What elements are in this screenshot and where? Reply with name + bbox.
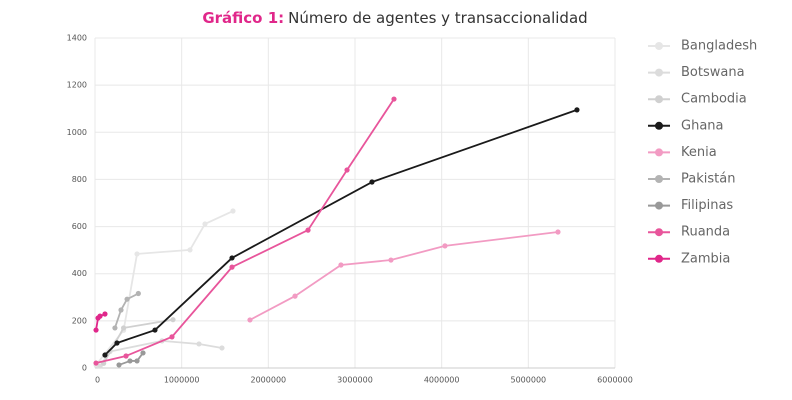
data-point xyxy=(169,334,175,340)
data-point xyxy=(555,229,561,235)
legend-label: Kenia xyxy=(681,145,717,160)
x-tick-label: 5000000 xyxy=(511,376,547,385)
y-tick-label: 400 xyxy=(72,269,87,278)
legend-marker xyxy=(655,68,663,77)
data-point xyxy=(93,327,99,333)
data-point xyxy=(442,243,448,249)
legend-marker xyxy=(655,228,663,237)
y-tick-label: 1200 xyxy=(67,81,87,90)
series-line xyxy=(118,352,144,366)
data-point xyxy=(114,340,120,346)
series-line xyxy=(249,231,559,321)
data-point xyxy=(391,96,397,102)
data-point xyxy=(196,341,202,347)
x-tick-label: 4000000 xyxy=(424,376,460,385)
legend-label: Filipinas xyxy=(681,198,733,213)
data-point xyxy=(219,345,225,351)
x-tick-label: 3000000 xyxy=(337,376,373,385)
x-tick-label: 1000000 xyxy=(164,376,200,385)
data-point xyxy=(574,107,580,113)
y-tick-label: 800 xyxy=(72,175,87,184)
y-tick-label: 600 xyxy=(72,222,87,231)
data-point xyxy=(124,296,130,302)
data-point xyxy=(97,363,103,369)
series-line xyxy=(95,98,395,364)
y-tick-label: 1400 xyxy=(67,34,87,43)
legend-marker xyxy=(655,148,663,157)
legend-marker xyxy=(655,121,663,130)
data-point xyxy=(134,251,140,257)
data-point xyxy=(229,255,235,261)
series-line xyxy=(104,109,578,356)
chart-title: Gráfico 1: Número de agentes y transaccio… xyxy=(202,9,587,27)
data-point xyxy=(338,262,344,268)
x-tick-label: 0 xyxy=(95,376,100,385)
y-tick-label: 0 xyxy=(82,364,87,373)
legend-marker xyxy=(655,95,663,104)
data-point xyxy=(123,353,129,359)
legend-label: Bangladesh xyxy=(681,39,757,54)
data-point xyxy=(102,311,108,317)
data-point xyxy=(116,362,122,368)
data-point xyxy=(230,208,236,214)
data-point xyxy=(93,360,99,366)
data-point xyxy=(305,227,311,233)
data-point xyxy=(135,290,141,297)
legend-marker xyxy=(655,42,663,50)
legend-marker xyxy=(655,175,663,183)
data-point xyxy=(187,247,193,253)
title-label: Gráfico 1: xyxy=(202,9,284,27)
legend-label: Botswana xyxy=(681,65,745,80)
data-point xyxy=(369,179,375,185)
legend-label: Ruanda xyxy=(681,225,730,240)
title-text: Número de agentes y transaccionalidad xyxy=(288,9,588,27)
x-tick-label: 2000000 xyxy=(251,376,287,385)
data-point xyxy=(127,358,133,364)
data-point xyxy=(121,325,127,331)
data-point xyxy=(134,358,140,364)
data-point xyxy=(229,264,235,270)
data-point xyxy=(202,221,208,227)
legend-label: Zambia xyxy=(681,251,730,266)
data-point xyxy=(118,307,124,313)
y-tick-label: 200 xyxy=(72,316,87,325)
data-point xyxy=(247,317,253,323)
legend-label: Cambodia xyxy=(681,92,747,107)
legend-marker xyxy=(655,254,663,263)
legend-label: Ghana xyxy=(681,118,724,133)
data-point xyxy=(140,350,146,356)
legend-marker xyxy=(655,201,663,210)
data-point xyxy=(97,313,103,319)
x-tick-label: 6000000 xyxy=(597,376,633,385)
data-point xyxy=(102,352,108,358)
data-point xyxy=(170,317,176,323)
data-point xyxy=(112,325,118,331)
data-point xyxy=(388,257,394,263)
data-point xyxy=(152,327,158,333)
data-point xyxy=(344,167,350,173)
y-tick-label: 1000 xyxy=(67,128,87,137)
legend-label: Pakistán xyxy=(681,172,735,187)
series-line xyxy=(114,292,139,329)
data-point xyxy=(292,293,298,299)
